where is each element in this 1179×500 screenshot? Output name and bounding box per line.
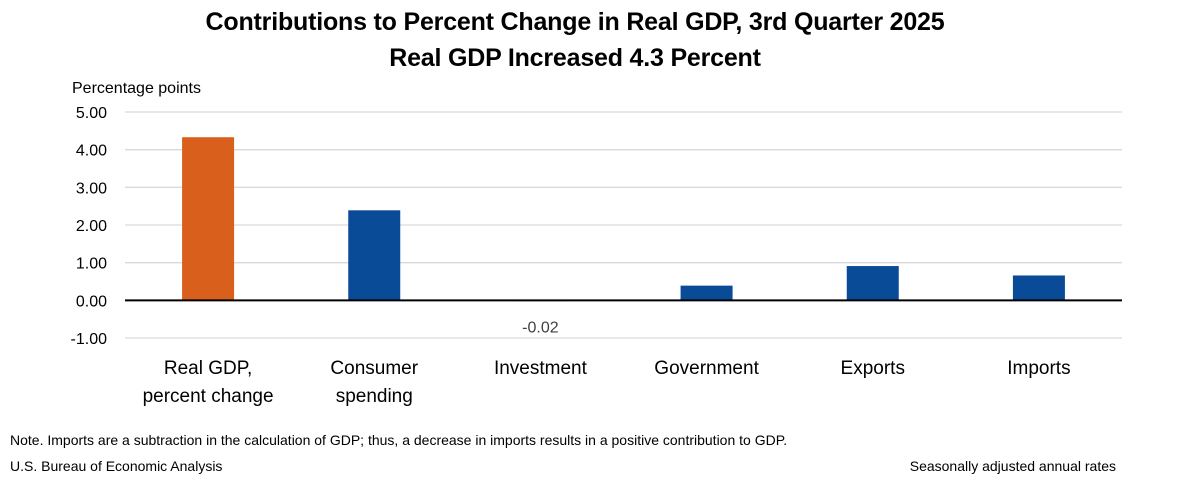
chart-subtitle: Real GDP Increased 4.3 Percent <box>389 44 761 72</box>
bar <box>680 285 733 301</box>
y-axis-label: Percentage points <box>72 80 201 97</box>
x-tick-label: spending <box>336 386 413 407</box>
bar <box>348 210 401 301</box>
x-tick-label: Consumer <box>330 358 418 379</box>
footnote: Note. Imports are a subtraction in the c… <box>10 432 788 448</box>
data-label: -0.02 <box>522 319 559 336</box>
x-tick-label: Real GDP, <box>164 358 252 379</box>
y-tick-label: 4.00 <box>76 143 107 160</box>
y-tick-label: -1.00 <box>71 331 108 348</box>
y-tick-label: 2.00 <box>76 218 107 235</box>
x-tick-label: Government <box>654 358 759 379</box>
y-tick-label: 1.00 <box>76 256 107 273</box>
y-tick-label: 3.00 <box>76 180 107 197</box>
x-tick-label: Exports <box>841 358 905 379</box>
x-tick-label: Imports <box>1007 358 1070 379</box>
x-tick-label: percent change <box>143 386 274 407</box>
bar <box>846 266 899 301</box>
source-credit: U.S. Bureau of Economic Analysis <box>10 458 223 474</box>
chart-title: Contributions to Percent Change in Real … <box>205 8 945 36</box>
x-tick-label: Investment <box>494 358 588 379</box>
rates-note: Seasonally adjusted annual rates <box>909 458 1116 474</box>
y-tick-label: 5.00 <box>76 105 107 122</box>
bar-chart: -1.00 0.00 1.00 2.00 3.00 4.00 5.00 -0.02 Real G… <box>71 105 1122 407</box>
bar <box>1012 275 1065 301</box>
bar <box>182 137 235 301</box>
y-tick-label: 0.00 <box>76 293 107 310</box>
